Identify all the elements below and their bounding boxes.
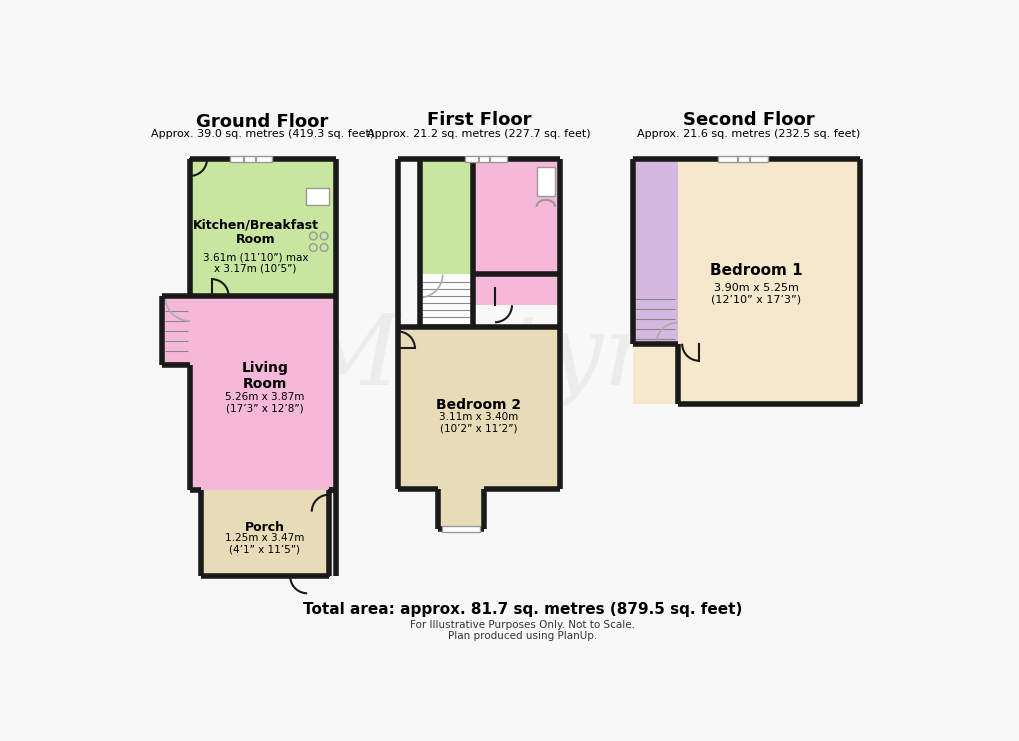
Bar (419, 274, 473, 327)
Text: Approx. 21.2 sq. metres (227.7 sq. feet): Approx. 21.2 sq. metres (227.7 sq. feet) (367, 129, 590, 139)
Text: Bedroom 1: Bedroom 1 (709, 263, 802, 278)
Text: Living
Room: Living Room (242, 361, 288, 391)
Bar (397, 327, 559, 488)
Bar (717, 156, 767, 162)
Bar (201, 490, 328, 576)
Bar (190, 296, 336, 490)
Bar (437, 488, 484, 528)
Text: Bedroom 2: Bedroom 2 (436, 399, 521, 413)
Text: First Floor: First Floor (426, 111, 531, 130)
Text: Approx. 39.0 sq. metres (419.3 sq. feet): Approx. 39.0 sq. metres (419.3 sq. feet) (151, 129, 374, 139)
Text: 3.61m (11’10”) max
x 3.17m (10’5”): 3.61m (11’10”) max x 3.17m (10’5”) (203, 252, 308, 273)
Text: Second Floor: Second Floor (682, 111, 813, 130)
Bar (465, 156, 506, 162)
Bar (473, 159, 559, 305)
Bar (190, 159, 336, 296)
Text: 3.90m x 5.25m
(12’10” x 17’3”): 3.90m x 5.25m (12’10” x 17’3”) (710, 283, 800, 305)
Bar (162, 296, 190, 365)
Bar (677, 159, 859, 404)
Text: Martyn's: Martyn's (298, 311, 747, 407)
Text: Ground Floor: Ground Floor (197, 113, 328, 131)
Text: For Illustrative Purposes Only. Not to Scale.: For Illustrative Purposes Only. Not to S… (410, 619, 635, 630)
Text: Approx. 21.6 sq. metres (232.5 sq. feet): Approx. 21.6 sq. metres (232.5 sq. feet) (636, 129, 859, 139)
Text: Kitchen/Breakfast
Room: Kitchen/Breakfast Room (193, 218, 318, 246)
Bar (632, 344, 677, 404)
Bar (230, 156, 272, 162)
Bar (306, 188, 328, 205)
Text: 1.25m x 3.47m
(4’1” x 11’5”): 1.25m x 3.47m (4’1” x 11’5”) (225, 534, 305, 555)
Bar (632, 159, 677, 344)
Text: 3.11m x 3.40m
(10’2” x 11’2”): 3.11m x 3.40m (10’2” x 11’2”) (439, 411, 518, 433)
Bar (441, 525, 480, 532)
Text: 5.26m x 3.87m
(17’3” x 12’8”): 5.26m x 3.87m (17’3” x 12’8”) (225, 392, 305, 414)
Bar (536, 167, 554, 196)
Text: Porch: Porch (245, 520, 284, 534)
Bar (419, 159, 473, 274)
Text: Plan produced using PlanUp.: Plan produced using PlanUp. (447, 631, 597, 642)
Text: Total area: approx. 81.7 sq. metres (879.5 sq. feet): Total area: approx. 81.7 sq. metres (879… (303, 602, 742, 617)
